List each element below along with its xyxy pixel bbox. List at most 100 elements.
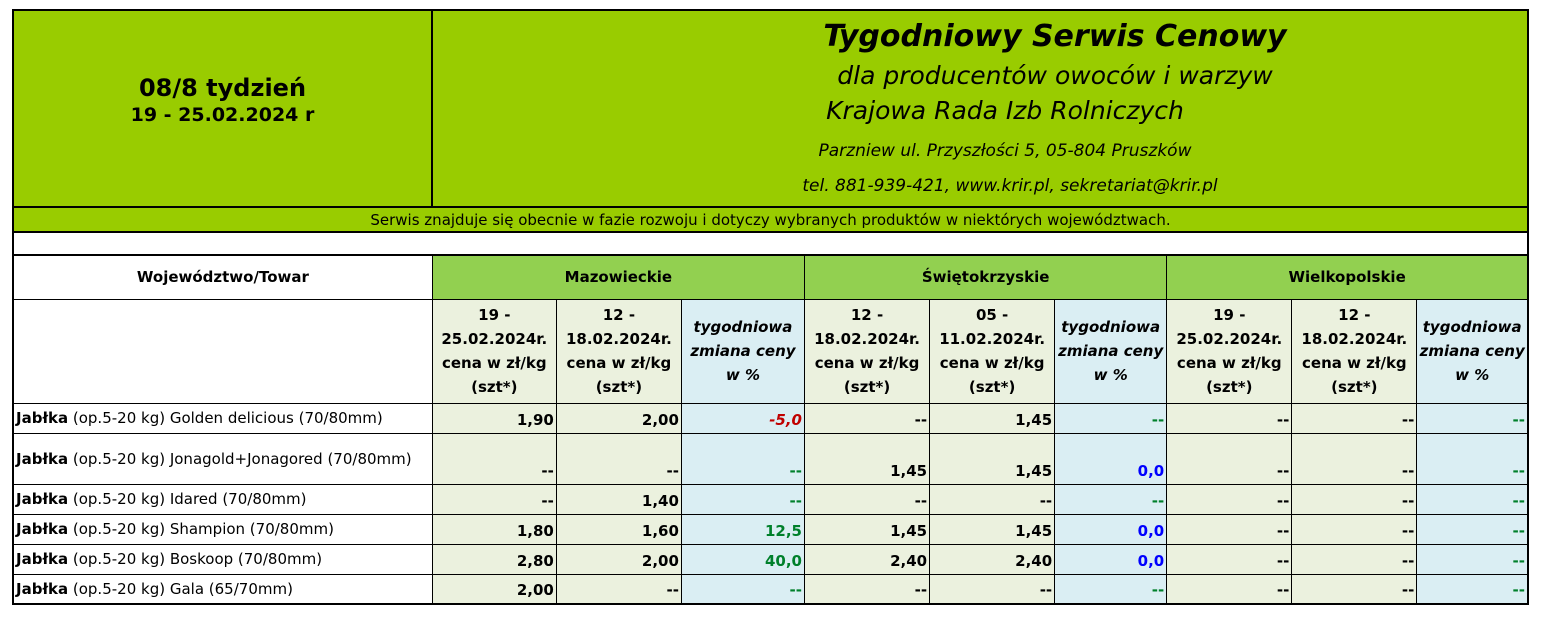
- price-cell: --: [1166, 543, 1293, 575]
- price-table: Województwo/Towar Mazowieckie Świętokrzy…: [12, 254, 1529, 605]
- price-cell: 1,80: [431, 513, 557, 545]
- price-column-header: 12 - 18.02.2024r. cena w zł/kg (szt*): [1291, 298, 1418, 404]
- weekly-change-cell: 0,0: [1054, 543, 1168, 575]
- product-detail: (op.5-20 kg) Gala (65/70mm): [68, 579, 293, 598]
- weekly-change-cell: --: [1054, 483, 1168, 515]
- weekly-change-cell: --: [1054, 573, 1168, 605]
- price-cell: --: [555, 432, 682, 485]
- region-header: Wielkopolskie: [1166, 254, 1529, 300]
- price-cell: --: [1166, 483, 1293, 515]
- service-subtitle: dla producentów owoców i warzyw: [837, 61, 1273, 90]
- price-cell: --: [1291, 402, 1418, 434]
- week-dates: 19 - 25.02.2024 r: [130, 103, 315, 126]
- price-cell: --: [1166, 513, 1293, 545]
- product-name: Jabłka (op.5-20 kg) Jonagold+Jonagored (…: [12, 432, 433, 485]
- weekly-change-header: tygodniowa zmiana ceny w %: [680, 298, 806, 404]
- price-column-header: 05 - 11.02.2024r. cena w zł/kg (szt*): [929, 298, 1056, 404]
- price-cell: 1,45: [803, 432, 931, 485]
- price-cell: 2,00: [555, 543, 682, 575]
- price-sheet: 08/8 tydzień 19 - 25.02.2024 r Tygodniow…: [12, 9, 1529, 605]
- weekly-change-cell: --: [1416, 483, 1529, 515]
- table-row: Jabłka (op.5-20 kg) Shampion (70/80mm) 1,…: [12, 513, 1529, 545]
- weekly-change-cell: 0,0: [1054, 432, 1168, 485]
- price-cell: --: [803, 483, 931, 515]
- price-cell: 1,45: [929, 402, 1056, 434]
- price-cell: --: [555, 573, 682, 605]
- spacer-row: [12, 231, 1529, 256]
- product-name: Jabłka (op.5-20 kg) Shampion (70/80mm): [12, 513, 433, 545]
- week-title: 08/8 tydzień: [138, 73, 307, 102]
- price-cell: --: [1291, 432, 1418, 485]
- price-cell: 1,40: [555, 483, 682, 515]
- price-cell: 1,60: [555, 513, 682, 545]
- price-cell: --: [1166, 573, 1293, 605]
- price-cell: --: [803, 573, 931, 605]
- product-name: Jabłka (op.5-20 kg) Boskoop (70/80mm): [12, 543, 433, 575]
- address: Parzniew ul. Przyszłości 5, 05-804 Prusz…: [818, 141, 1192, 161]
- weekly-change-cell: --: [1416, 432, 1529, 485]
- product-detail: (op.5-20 kg) Shampion (70/80mm): [68, 520, 334, 538]
- contact-info: tel. 881-939-421, www.krir.pl, sekretari…: [802, 176, 1218, 196]
- price-cell: --: [929, 573, 1056, 605]
- price-cell: --: [1291, 543, 1418, 575]
- price-cell: 2,40: [929, 543, 1056, 575]
- price-cell: --: [1166, 402, 1293, 434]
- price-column-header: 12 - 18.02.2024r. cena w zł/kg (szt*): [555, 298, 682, 404]
- price-cell: --: [1291, 513, 1418, 545]
- weekly-change-cell: --: [1416, 513, 1529, 545]
- product-name: Jabłka (op.5-20 kg) Idared (70/80mm): [12, 483, 433, 515]
- table-row: Jabłka (op.5-20 kg) Golden delicious (70…: [12, 402, 1529, 434]
- table-row: Jabłka (op.5-20 kg) Boskoop (70/80mm) 2,8…: [12, 543, 1529, 575]
- weekly-change-cell: --: [1054, 402, 1168, 434]
- weekly-change-header: tygodniowa zmiana ceny w %: [1416, 298, 1529, 404]
- price-cell: --: [1291, 573, 1418, 605]
- corner-label: Województwo/Towar: [12, 254, 433, 300]
- price-column-header: 19 - 25.02.2024r. cena w zł/kg (szt*): [1166, 298, 1293, 404]
- weekly-change-cell: --: [680, 432, 806, 485]
- price-column-header: 19 - 25.02.2024r. cena w zł/kg (szt*): [431, 298, 557, 404]
- price-cell: 2,40: [803, 543, 931, 575]
- price-cell: 1,45: [929, 513, 1056, 545]
- notice-bar: Serwis znajduje się obecnie w fazie rozw…: [12, 206, 1529, 233]
- price-cell: --: [431, 483, 557, 515]
- product-category: Jabłka: [16, 409, 69, 427]
- weekly-change-cell: --: [680, 573, 806, 605]
- price-cell: --: [1291, 483, 1418, 515]
- weekly-change-cell: --: [680, 483, 806, 515]
- price-cell: 2,00: [555, 402, 682, 434]
- table-row: Jabłka (op.5-20 kg) Idared (70/80mm) -- 1,…: [12, 483, 1529, 515]
- price-cell: --: [1166, 432, 1293, 485]
- price-cell: 1,45: [803, 513, 931, 545]
- weekly-change-header: tygodniowa zmiana ceny w %: [1054, 298, 1168, 404]
- price-cell: --: [431, 432, 557, 485]
- product-detail: (op.5-20 kg) Boskoop (70/80mm): [68, 550, 323, 568]
- weekly-change-cell: 12,5: [680, 513, 806, 545]
- weekly-change-cell: --: [1416, 573, 1529, 605]
- organization-name: Krajowa Rada Izb Rolniczych: [826, 96, 1184, 125]
- region-header: Świętokrzyskie: [803, 254, 1168, 300]
- week-box: 08/8 tydzień 19 - 25.02.2024 r: [14, 11, 433, 206]
- weekly-change-cell: 0,0: [1054, 513, 1168, 545]
- product-category: Jabłka: [16, 449, 69, 468]
- header-block: 08/8 tydzień 19 - 25.02.2024 r Tygodniow…: [12, 9, 1529, 208]
- price-cell: 2,00: [431, 573, 557, 605]
- product-detail: (op.5-20 kg) Jonagold+Jonagored (70/80mm…: [68, 449, 412, 468]
- weekly-change-cell: -5,0: [680, 402, 806, 434]
- product-category: Jabłka: [16, 520, 69, 538]
- table-row: Jabłka (op.5-20 kg) Gala (65/70mm) 2,00 --…: [12, 573, 1529, 605]
- product-name: Jabłka (op.5-20 kg) Golden delicious (70…: [12, 402, 433, 434]
- weekly-change-cell: 40,0: [680, 543, 806, 575]
- service-info: Tygodniowy Serwis Cenowy dla producentów…: [433, 11, 1527, 206]
- price-cell: --: [929, 483, 1056, 515]
- product-category: Jabłka: [16, 550, 69, 568]
- service-title: Tygodniowy Serwis Cenowy: [823, 19, 1287, 54]
- corner-blank: [12, 298, 433, 404]
- price-cell: 1,90: [431, 402, 557, 434]
- table-row: Jabłka (op.5-20 kg) Jonagold+Jonagored (…: [12, 432, 1529, 485]
- product-name: Jabłka (op.5-20 kg) Gala (65/70mm): [12, 573, 433, 605]
- product-category: Jabłka: [16, 579, 69, 598]
- price-cell: 2,80: [431, 543, 557, 575]
- product-detail: (op.5-20 kg) Idared (70/80mm): [68, 490, 307, 508]
- product-category: Jabłka: [16, 490, 69, 508]
- price-cell: --: [803, 402, 931, 434]
